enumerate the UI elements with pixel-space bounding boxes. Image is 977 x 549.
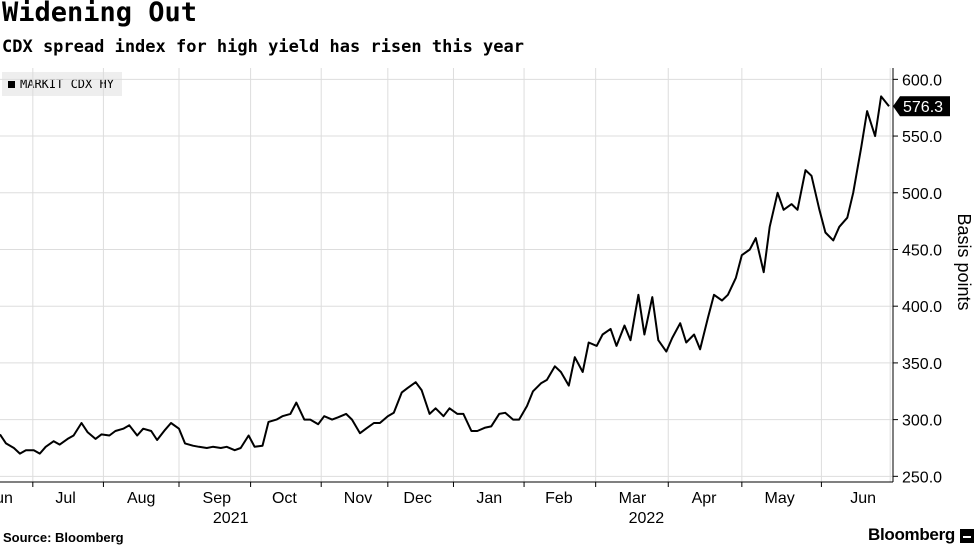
y-tick-label: 350.0 [902, 356, 942, 373]
y-tick-label: 400.0 [902, 299, 942, 316]
chart-title: Widening Out [2, 0, 198, 28]
x-tick-label: Apr [692, 490, 718, 507]
source-note: Source: Bloomberg [3, 530, 124, 545]
y-tick-label: 600.0 [902, 72, 942, 89]
last-value-label: 576.3 [903, 99, 943, 116]
x-year-label: 2021 [213, 510, 249, 527]
x-tick-label: Sep [203, 490, 232, 507]
chart-subtitle: CDX spread index for high yield has rise… [2, 37, 524, 57]
series-line [0, 95, 890, 455]
y-tick-label: 450.0 [902, 242, 942, 259]
x-tick-label: Jun [0, 490, 13, 507]
brand-name: Bloomberg [867, 525, 955, 544]
x-tick-label: Mar [619, 490, 647, 507]
last-value-pointer [893, 96, 900, 117]
x-tick-label: Nov [344, 490, 372, 507]
y-tick-label: 250.0 [902, 469, 942, 486]
x-tick-label: Aug [127, 490, 155, 507]
legend-swatch [8, 80, 15, 88]
x-tick-label: Jan [476, 490, 502, 507]
x-tick-label: Jul [55, 490, 75, 507]
bloomberg-logo-icon [960, 529, 974, 543]
gridlines [0, 68, 893, 482]
legend-label: MARKIT CDX HY [20, 77, 114, 91]
y-tick-label: 500.0 [902, 186, 942, 203]
x-tick-label: Feb [545, 490, 573, 507]
last-value-box [900, 96, 950, 117]
series-layer [0, 95, 890, 455]
x-tick-label: May [765, 490, 795, 507]
y-axis-label: Basis points [954, 213, 974, 310]
y-tick-label: 550.0 [902, 129, 942, 146]
x-year-label: 2022 [629, 510, 665, 527]
x-tick-label: Jun [850, 490, 876, 507]
x-tick-label: Dec [403, 490, 431, 507]
last-value-marker: 576.3 [893, 96, 950, 117]
legend: MARKIT CDX HY [2, 72, 122, 96]
x-axis: Jun Jul Aug Sep Oct Nov Dec Jan Feb Mar Apr May Jun 2… [0, 481, 893, 527]
y-axis: 250.0 300.0 350.0 400.0 450.0 500.0 550.0 600.0 [892, 68, 942, 486]
y-tick-label: 300.0 [902, 413, 942, 430]
x-tick-label: Oct [272, 490, 297, 507]
